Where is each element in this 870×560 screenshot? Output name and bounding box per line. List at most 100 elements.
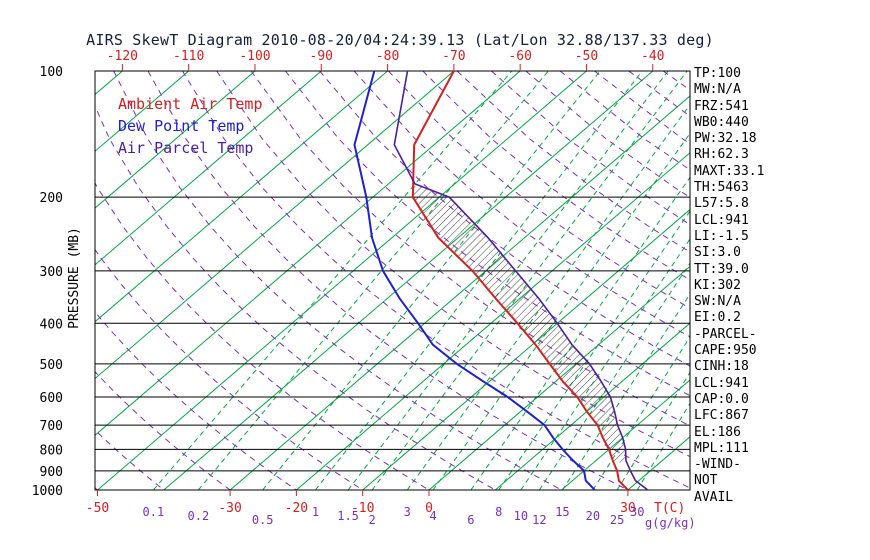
- isotherm-line: [95, 71, 388, 323]
- dry-adiabat-line: [250, 71, 690, 427]
- stats-line: LCL:941: [694, 375, 749, 391]
- isotherm-line: [95, 71, 189, 152]
- dry-adiabat-line: [95, 311, 297, 490]
- stats-line: LFC:867: [694, 408, 749, 424]
- mixing-ratio-label: 4: [429, 509, 436, 523]
- temp-unit-label: T(C): [654, 501, 685, 516]
- chart-title: AIRS SkewT Diagram 2010-08-20/04:24:39.1…: [86, 31, 714, 49]
- top-temp-label: -40: [641, 49, 664, 64]
- stats-line: CINH:18: [694, 359, 749, 375]
- mixing-ratio-label: 8: [495, 505, 502, 519]
- bottom-temp-label: -10: [351, 501, 374, 516]
- dry-adiabat-line: [95, 248, 363, 490]
- isotherm-line: [561, 379, 690, 490]
- ambient-air-temp-curve: [411, 71, 629, 490]
- isotherm-line: [296, 152, 690, 490]
- stats-line: EI:0.2: [694, 310, 741, 326]
- isotherm-line: [428, 265, 690, 490]
- bottom-temp-label: 30: [620, 501, 636, 516]
- bottom-temp-label: -20: [285, 501, 308, 516]
- pressure-axis-label: PRESSURE (MB): [67, 227, 82, 329]
- stats-line: MPL:111: [694, 440, 749, 456]
- stats-line: SW:N/A: [694, 294, 741, 310]
- stats-line: -WIND-: [694, 457, 741, 473]
- mixing-ratio-line: [592, 335, 690, 490]
- stats-line: CAPE:950: [694, 343, 757, 359]
- mixing-ratio-label: 25: [610, 513, 624, 527]
- stats-line: SI:3.0: [694, 245, 741, 261]
- stats-line: -PARCEL-: [694, 326, 757, 342]
- isotherm-line: [229, 95, 690, 490]
- cape-hatch-area: [412, 185, 627, 463]
- pressure-tick-label: 100: [40, 65, 63, 80]
- isotherm-line: [97, 71, 587, 490]
- mixing-ratio-label: 0.5: [252, 513, 274, 527]
- mixing-ratio-line: [152, 71, 513, 490]
- mixing-ratio-label: 20: [586, 509, 600, 523]
- mixing-ratio-line: [262, 71, 601, 490]
- air-parcel-temp-curve: [393, 71, 649, 490]
- pressure-tick-label: 900: [40, 465, 63, 480]
- stats-line: LCL:941: [694, 212, 749, 228]
- top-temp-label: -90: [310, 49, 333, 64]
- isotherm-line: [95, 71, 455, 380]
- pressure-tick-label: 800: [40, 443, 63, 458]
- dry-adiabat-line: [388, 71, 690, 309]
- mixing-ratio-label: 30: [630, 505, 644, 519]
- isotherm-line: [95, 71, 256, 209]
- bottom-temp-label: -30: [218, 501, 241, 516]
- bottom-temp-label: 0: [425, 501, 433, 516]
- dry-adiabat-line: [353, 71, 690, 338]
- legend: Ambient Air Temp Dew Point Temp Air Parcel…: [118, 93, 263, 159]
- isotherm-line: [163, 71, 654, 490]
- mixing-ratio-line: [520, 238, 690, 490]
- stats-line: EL:186: [694, 424, 741, 440]
- mixing-ratio-line: [538, 262, 690, 490]
- dry-adiabat-line: [181, 71, 690, 489]
- isotherm-line: [362, 208, 690, 490]
- pressure-tick-label: 600: [40, 391, 63, 406]
- stats-line: TP:100: [694, 66, 741, 81]
- mixing-ratio-label: 2: [368, 513, 375, 527]
- dry-adiabat-line: [0, 71, 31, 490]
- stats-line: FRZ:541: [694, 98, 749, 114]
- mixing-ratio-label: 10: [514, 509, 528, 523]
- mixing-ratio-label: 3: [404, 505, 411, 519]
- legend-item: Dew Point Temp: [118, 117, 245, 135]
- top-temp-label: -60: [508, 49, 531, 64]
- mixing-ratio-label: 6: [467, 513, 474, 527]
- pressure-tick-label: 300: [40, 265, 63, 280]
- stats-line: MAXT:33.1: [694, 163, 765, 179]
- dry-adiabat-line: [456, 71, 690, 253]
- mixing-ratio-line: [616, 371, 690, 490]
- mixing-ratio-label: 0.2: [188, 509, 210, 523]
- isotherm-line: [494, 322, 690, 490]
- stats-line: AVAIL: [694, 489, 734, 505]
- dry-adiabat-line: [147, 71, 629, 490]
- mixing-ratio-line: [406, 103, 690, 490]
- top-temp-label: -120: [107, 49, 138, 64]
- dry-adiabat-line: [113, 71, 562, 490]
- stats-line: NOT: [694, 473, 718, 489]
- stats-line: RH:62.3: [694, 147, 749, 163]
- stats-line: LI:-1.5: [694, 228, 749, 244]
- dew-point-temp-curve: [353, 71, 596, 490]
- plot-border: [94, 70, 691, 491]
- mixing-ratio-label: 1: [312, 505, 319, 519]
- mixing-ratio-line: [470, 176, 690, 490]
- mixing-ratio-label: 12: [532, 513, 546, 527]
- isotherm-line: [95, 71, 521, 436]
- stats-line: CAP:0.0: [694, 391, 749, 407]
- mixing-ratio-line: [636, 402, 690, 490]
- pressure-tick-label: 500: [40, 358, 63, 373]
- top-temp-label: -100: [239, 49, 270, 64]
- bottom-temp-label: -50: [86, 501, 109, 516]
- stats-line: TT:39.0: [694, 261, 749, 277]
- stats-line: PW:32.18: [694, 131, 757, 147]
- mixing-ratio-line: [315, 71, 643, 490]
- stats-line: MW:N/A: [694, 82, 741, 98]
- stats-line: KI:302: [694, 277, 741, 293]
- dry-adiabat-line: [95, 371, 231, 490]
- pressure-tick-label: 1000: [32, 484, 63, 499]
